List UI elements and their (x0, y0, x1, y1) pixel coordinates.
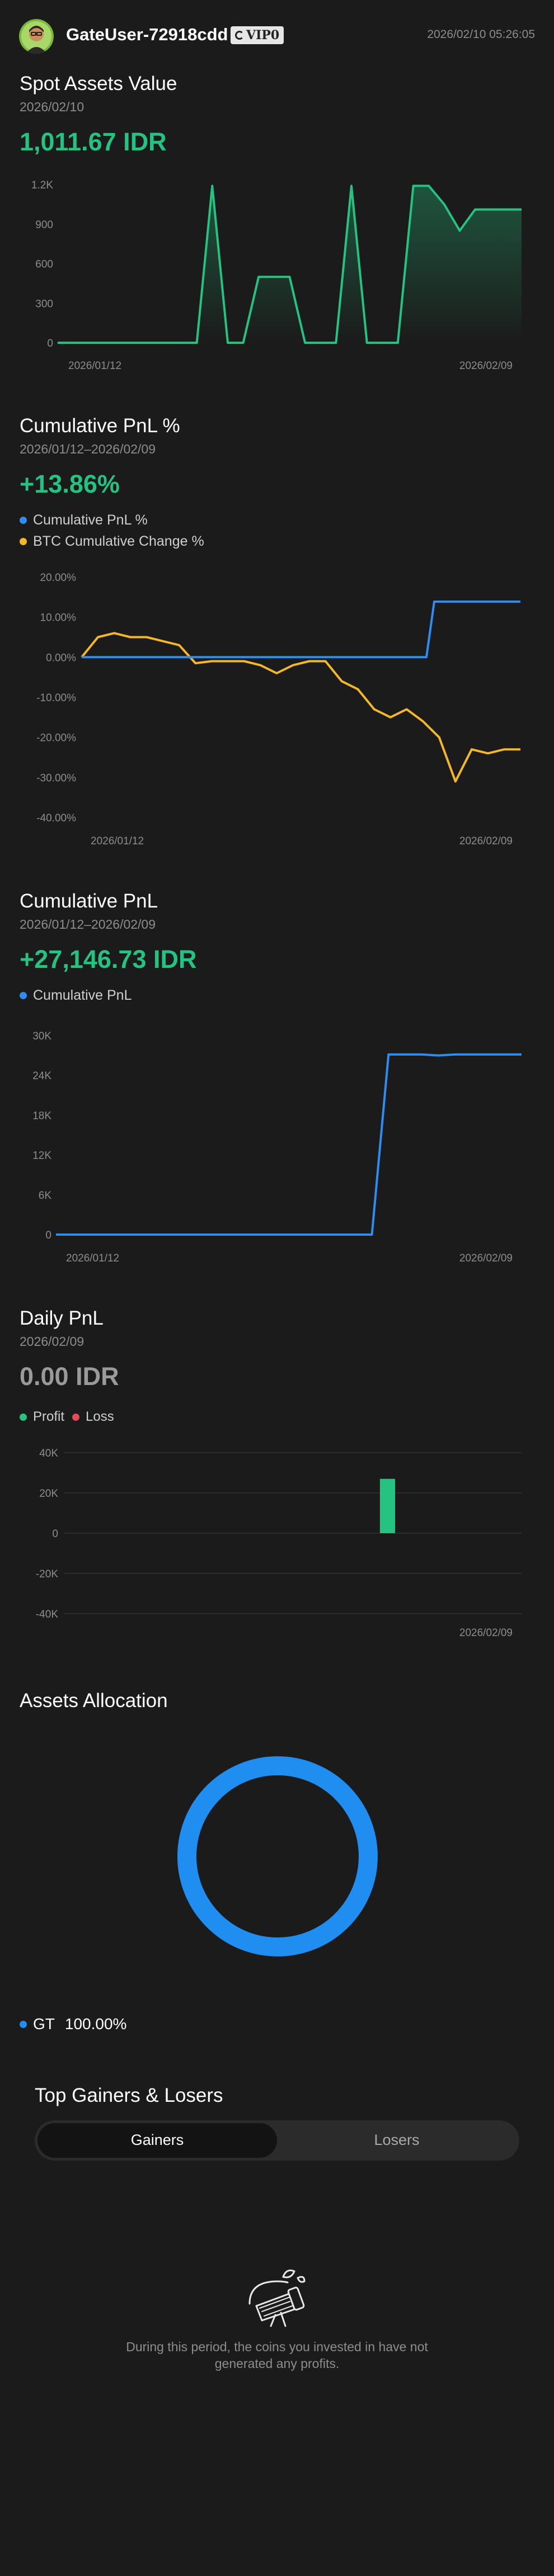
legend-label: BTC Cumulative Change % (33, 533, 204, 549)
x-tick-label: 2026/01/12 (66, 1252, 119, 1264)
cum-pct-date: 2026/01/12–2026/02/09 (20, 442, 156, 456)
allocation-asset-name: GT (33, 2015, 55, 2033)
y-tick-label: -40K (36, 1609, 58, 1620)
y-tick-label: 0 (52, 1528, 58, 1540)
cum-pnl-date: 2026/01/12–2026/02/09 (20, 917, 156, 932)
allocation-item-gt: GT 100.00% (20, 2015, 126, 2033)
series-line-cum-pnl-pct (82, 601, 520, 659)
daily-value: 0.00 IDR (20, 1362, 119, 1391)
spot-value: 1,011.67 IDR (20, 127, 167, 156)
cum-pct-value: +13.86% (20, 470, 120, 498)
daily-title: Daily PnL (20, 1307, 104, 1329)
legend-dot-blue (20, 992, 27, 999)
y-tick-label: 40K (39, 1448, 58, 1459)
x-tick-label: 2026/02/09 (459, 360, 513, 372)
snapshot-timestamp: 2026/02/10 05:26:05 (427, 28, 535, 41)
legend-dot-yellow (20, 538, 27, 545)
cum-pct-title: Cumulative PnL % (20, 415, 180, 437)
cum-pct-chart[interactable]: 20.00% 10.00% 0.00% -10.00% -20.00% -30.00% -4… (0, 565, 554, 855)
y-tick-label: 10.00% (40, 612, 77, 624)
y-tick-label: -10.00% (36, 692, 76, 704)
y-tick-label: 20K (39, 1488, 58, 1500)
y-tick-label: 600 (35, 259, 53, 271)
legend-label: Cumulative PnL (33, 987, 132, 1003)
spot-title: Spot Assets Value (20, 73, 177, 94)
y-tick-label: -20.00% (36, 732, 76, 744)
y-tick-label: 6K (39, 1190, 52, 1202)
x-tick-label: 2026/02/09 (459, 835, 513, 847)
y-tick-label: 300 (35, 298, 53, 310)
y-tick-label: 0.00% (46, 652, 76, 664)
daily-date: 2026/02/09 (20, 1334, 84, 1349)
y-tick-label: 20.00% (40, 572, 77, 584)
legend-label-profit: Profit (33, 1409, 65, 1424)
y-tick-label: 0 (47, 338, 53, 349)
vip-badge[interactable]: VIP0 (231, 26, 284, 44)
y-tick-label: 900 (35, 219, 53, 231)
gainers-title: Top Gainers & Losers (35, 2085, 223, 2106)
legend-label: Cumulative PnL % (33, 512, 148, 528)
vip-label: VIP0 (246, 28, 280, 42)
tab-gainers[interactable]: Gainers (37, 2123, 277, 2158)
vip-icon (235, 31, 244, 40)
tab-losers[interactable]: Losers (374, 2131, 420, 2148)
legend-dot-green (20, 1413, 27, 1421)
allocation-asset-percent: 100.00% (64, 2015, 127, 2033)
daily-chart[interactable]: 40K 20K 0 -20K -40K 2026/02/09 (0, 1437, 554, 1649)
empty-state-telescope-icon (248, 2269, 306, 2327)
allocation-donut[interactable] (176, 1755, 379, 1958)
spot-area (58, 186, 522, 343)
y-tick-label: 30K (32, 1031, 51, 1042)
x-tick-label: 2026/01/12 (91, 835, 144, 847)
username: GateUser-72918cdd (66, 25, 228, 44)
y-tick-label: -20K (36, 1568, 58, 1580)
x-tick-label: 2026/02/09 (459, 1627, 513, 1639)
gainers-losers-tabs: Gainers Losers (35, 2120, 519, 2161)
legend-dot-red (72, 1413, 80, 1421)
spot-line (58, 185, 522, 344)
spot-chart[interactable]: 0 300 600 900 1.2K 2026/01/12 2026/02/09 (0, 168, 554, 380)
daily-legend: Profit Loss (20, 1409, 114, 1425)
x-tick-label: 2026/02/09 (459, 1252, 513, 1264)
legend-cum-pnl-pct: Cumulative PnL % (20, 512, 148, 528)
legend-cum-pnl: Cumulative PnL (20, 987, 132, 1004)
x-tick-label: 2026/01/12 (68, 360, 121, 372)
y-tick-label: 12K (32, 1150, 51, 1162)
spot-date: 2026/02/10 (20, 100, 84, 114)
y-tick-label: -30.00% (36, 772, 76, 784)
series-line-btc-change (81, 632, 520, 783)
cum-pnl-chart[interactable]: 0 6K 12K 18K 24K 30K 2026/01/12 2026/02/09 (0, 1018, 554, 1269)
legend-dot-blue (20, 2020, 27, 2028)
legend-label-loss: Loss (86, 1409, 114, 1424)
avatar-person-icon (21, 21, 51, 54)
cum-pnl-value: +27,146.73 IDR (20, 945, 197, 973)
y-tick-label: 24K (32, 1070, 51, 1082)
allocation-title: Assets Allocation (20, 1690, 168, 1712)
empty-state-message: During this period, the coins you invest… (126, 2339, 428, 2371)
cum-pnl-title: Cumulative PnL (20, 890, 158, 912)
y-tick-label: 18K (32, 1110, 51, 1122)
y-tick-label: -40.00% (36, 812, 76, 824)
y-tick-label: 1.2K (31, 179, 53, 191)
daily-bar (380, 1478, 395, 1533)
legend-dot-blue (20, 517, 27, 524)
y-tick-label: 0 (45, 1230, 51, 1241)
legend-btc-change: BTC Cumulative Change % (20, 533, 204, 550)
avatar[interactable] (19, 19, 54, 54)
series-line-cum-pnl (56, 1053, 522, 1236)
